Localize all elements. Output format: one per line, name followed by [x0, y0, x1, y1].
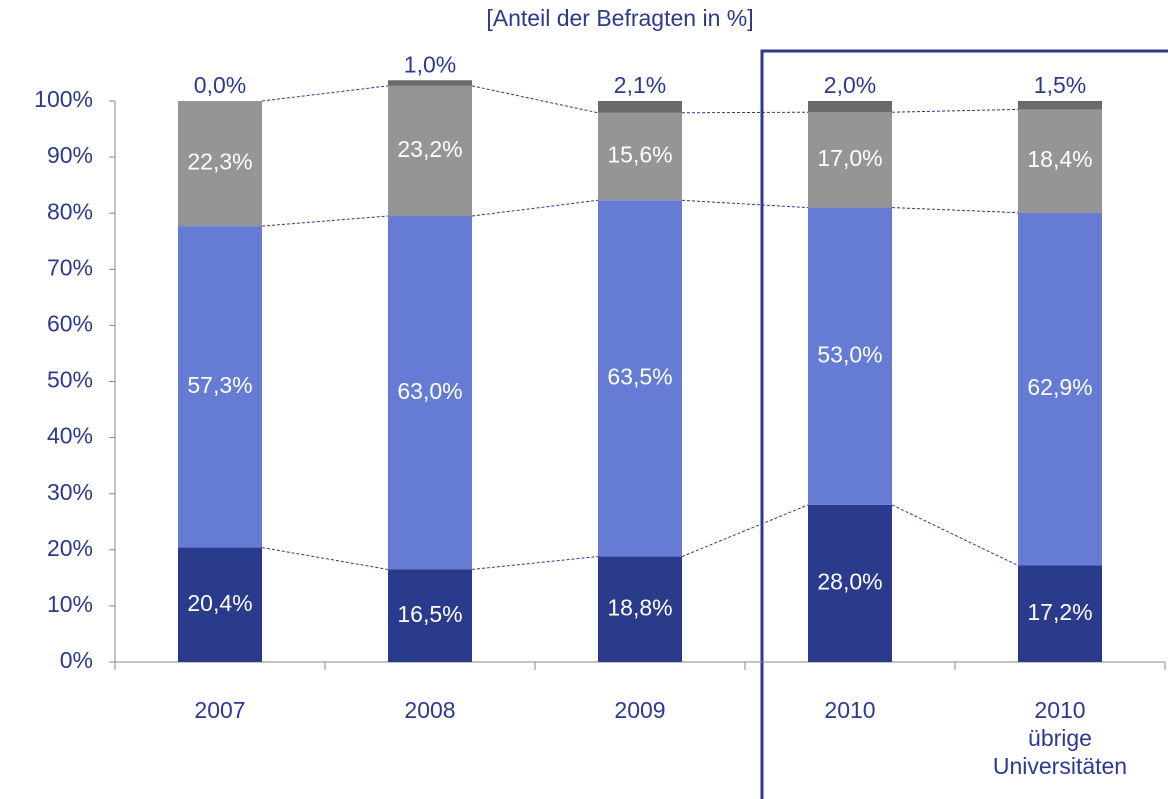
value-label: 63,0% — [397, 378, 462, 404]
x-tick-label: 2008 — [404, 697, 455, 723]
x-tick-label: 2007 — [194, 697, 245, 723]
bar-segment — [1018, 212, 1102, 566]
value-label: 1,0% — [404, 51, 456, 77]
value-label: 2,1% — [614, 72, 666, 98]
bar-segment — [598, 112, 682, 201]
bar-segment — [598, 556, 682, 662]
value-label: 1,5% — [1034, 72, 1086, 98]
bar-segment — [1018, 109, 1102, 213]
bar-segment — [388, 85, 472, 217]
connector-line — [471, 85, 599, 114]
y-tick-label: 0% — [60, 647, 93, 673]
bar-segment — [178, 547, 262, 662]
x-tick-label: 2010 — [824, 697, 875, 723]
connector-line — [681, 504, 809, 557]
connector-line — [681, 199, 809, 209]
x-tick-label: 2010 übrige Universitäten — [993, 697, 1127, 779]
value-label: 18,4% — [1027, 146, 1092, 172]
bar-segment — [178, 226, 262, 548]
value-label: 17,0% — [817, 145, 882, 171]
bar-segment — [1018, 565, 1102, 662]
connector-line — [891, 504, 1019, 566]
value-label: 23,2% — [397, 136, 462, 162]
highlight-frame — [760, 49, 1168, 799]
value-label: 2,0% — [824, 72, 876, 98]
y-tick-label: 10% — [47, 591, 93, 617]
y-tick-label: 40% — [47, 423, 93, 449]
y-tick-label: 80% — [47, 198, 93, 224]
bar-segment — [388, 80, 472, 86]
value-label: 0,0% — [194, 72, 246, 98]
y-tick-label: 20% — [47, 535, 93, 561]
connector-line — [261, 547, 389, 570]
value-label: 15,6% — [607, 142, 672, 168]
y-tick-label: 30% — [47, 479, 93, 505]
bar-segment — [598, 101, 682, 113]
x-tick-label: 2009 — [614, 697, 665, 723]
value-label: 16,5% — [397, 601, 462, 627]
value-label: 18,8% — [607, 594, 672, 620]
connector-line — [681, 111, 809, 114]
value-label: 22,3% — [187, 149, 252, 175]
y-tick-label: 50% — [47, 367, 93, 393]
bar-segment — [178, 101, 262, 227]
connector-line — [891, 207, 1019, 214]
bar-segment — [388, 216, 472, 570]
y-tick-label: 70% — [47, 254, 93, 280]
connector-line — [261, 215, 389, 227]
y-tick-label: 100% — [34, 86, 93, 112]
value-label: 62,9% — [1027, 374, 1092, 400]
bar-segment — [1018, 101, 1102, 110]
bar-segment — [388, 569, 472, 662]
value-label: 20,4% — [187, 590, 252, 616]
connector-line — [471, 199, 599, 217]
connector-line — [261, 85, 389, 102]
chart-title: [Anteil der Befragten in %] — [486, 5, 753, 31]
connector-line — [891, 108, 1019, 113]
bar-segment — [808, 504, 892, 662]
value-label: 28,0% — [817, 569, 882, 595]
bar-segment — [808, 101, 892, 113]
value-label: 63,5% — [607, 363, 672, 389]
value-label: 17,2% — [1027, 599, 1092, 625]
y-tick-label: 60% — [47, 310, 93, 336]
bar-segment — [808, 207, 892, 505]
y-tick-label: 90% — [47, 142, 93, 168]
bar-segment — [808, 112, 892, 208]
connector-line — [471, 556, 599, 570]
value-label: 57,3% — [187, 372, 252, 398]
bar-segment — [598, 200, 682, 557]
value-label: 53,0% — [817, 341, 882, 367]
